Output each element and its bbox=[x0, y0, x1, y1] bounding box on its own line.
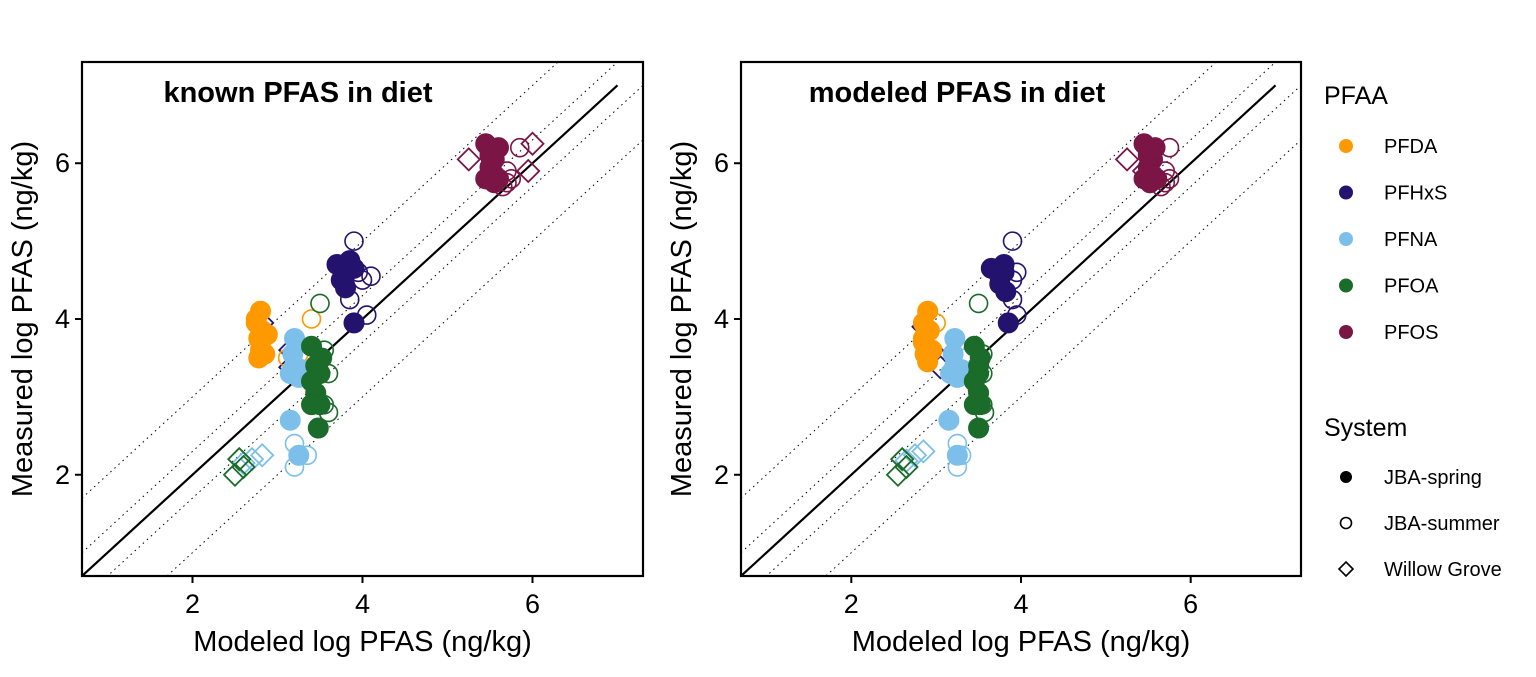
point-pfhxs-jba-spring bbox=[997, 312, 1019, 334]
dotted-offset-line bbox=[106, 84, 643, 576]
point-pfoa-jba-spring bbox=[968, 417, 990, 439]
point-pfos-willow-grove bbox=[456, 147, 482, 172]
point-pfda-jba-spring bbox=[917, 300, 939, 322]
point-pfhxs-jba-summer bbox=[1002, 231, 1023, 251]
legend-title-system: System bbox=[1324, 414, 1407, 442]
legend-key-pfoa bbox=[1339, 278, 1353, 293]
panel-title: modeled PFAS in diet bbox=[809, 77, 1106, 109]
dotted-offset-line bbox=[741, 62, 1217, 499]
x-tick-label: 2 bbox=[185, 589, 200, 619]
legend-key-jba-spring bbox=[1340, 471, 1352, 483]
dotted-offset-line bbox=[825, 139, 1301, 576]
point-pfos-willow-grove bbox=[515, 158, 541, 184]
point-pfos-jba-spring bbox=[1139, 172, 1161, 194]
point-pfoa-willow-grove bbox=[894, 454, 919, 480]
legend-label-pfos: PFOS bbox=[1384, 322, 1438, 344]
x-axis-label: Modeled log PFAS (ng/kg) bbox=[852, 626, 1191, 658]
dotted-offset-line bbox=[166, 139, 643, 576]
point-pfoa-willow-grove bbox=[222, 462, 248, 488]
point-pfos-willow-grove bbox=[1114, 147, 1140, 172]
point-pfda-jba-spring bbox=[256, 324, 278, 346]
y-tick-label: 6 bbox=[714, 148, 729, 178]
point-pfhxs-jba-spring bbox=[343, 257, 365, 279]
point-pfos-jba-summer bbox=[509, 137, 530, 158]
point-pfna-jba-spring bbox=[946, 444, 968, 466]
legend-key-pfhxs bbox=[1339, 185, 1353, 200]
y-tick-label: 2 bbox=[714, 460, 729, 490]
x-tick-label: 4 bbox=[1013, 589, 1028, 619]
point-pfhxs-jba-spring bbox=[993, 261, 1015, 283]
x-tick-label: 4 bbox=[355, 589, 370, 619]
x-tick-label: 2 bbox=[844, 589, 859, 619]
legend-label-pfna: PFNA bbox=[1384, 229, 1438, 251]
point-pfoa-willow-grove bbox=[885, 462, 911, 488]
y-tick-label: 6 bbox=[55, 148, 70, 178]
panel-known-pfas: 2 4 6 2 4 6 known PFAS in diet Modeled log PFAS… bbox=[7, 60, 645, 658]
y-tick-label: 4 bbox=[714, 304, 729, 334]
point-pfoa-jba-summer bbox=[968, 293, 989, 314]
panel-title: known PFAS in diet bbox=[163, 77, 432, 109]
point-pfda-jba-summer bbox=[301, 309, 322, 329]
y-axis-label: Measured log PFAS (ng/kg) bbox=[7, 141, 39, 497]
point-pfhxs-jba-summer bbox=[361, 266, 381, 286]
point-pfoa-jba-spring bbox=[969, 347, 991, 369]
point-pfoa-jba-spring bbox=[309, 394, 331, 416]
point-pfoa-willow-grove bbox=[226, 446, 252, 472]
x-axis-label: Modeled log PFAS (ng/kg) bbox=[193, 626, 532, 658]
point-pfoa-jba-spring bbox=[307, 417, 329, 439]
legend-label-jba-summer: JBA-summer bbox=[1384, 513, 1500, 535]
point-pfna-willow-grove bbox=[239, 446, 265, 472]
y-tick-label: 2 bbox=[55, 460, 70, 490]
legend-label-pfoa: PFOA bbox=[1384, 276, 1439, 298]
legend-key-pfna bbox=[1339, 232, 1353, 246]
dotted-offset-line bbox=[82, 62, 619, 554]
x-tick-label: 6 bbox=[1183, 589, 1198, 619]
y-axis-label: Measured log PFAS (ng/kg) bbox=[666, 141, 698, 497]
legend-label-willow-grove: Willow Grove bbox=[1384, 559, 1502, 581]
point-pfoa-willow-grove bbox=[889, 446, 915, 472]
legend-key-jba-summer bbox=[1339, 516, 1353, 530]
legend: PFAA System PFDA PFHxS PFNA PFOA PFOS JBA-spr… bbox=[1324, 82, 1502, 581]
legend-key-pfos bbox=[1339, 325, 1353, 339]
point-pfna-jba-spring bbox=[279, 409, 301, 431]
point-pfos-willow-grove bbox=[520, 131, 545, 157]
point-pfos-jba-spring bbox=[488, 137, 509, 159]
point-pfna-jba-spring bbox=[938, 409, 960, 431]
point-pfhxs-jba-summer bbox=[344, 231, 364, 251]
point-pfda-jba-spring bbox=[245, 308, 267, 330]
data-points bbox=[222, 131, 545, 488]
point-pfoa-jba-spring bbox=[969, 394, 991, 416]
point-pfos-jba-spring bbox=[1144, 137, 1166, 159]
point-pfoa-willow-grove bbox=[231, 454, 256, 480]
legend-key-willow-grove bbox=[1337, 560, 1355, 578]
data-points bbox=[885, 133, 1180, 488]
point-pfhxs-jba-spring bbox=[343, 312, 365, 334]
point-pfna-jba-spring bbox=[288, 444, 310, 466]
legend-key-pfda bbox=[1339, 139, 1353, 153]
legend-label-pfhxs: PFHxS bbox=[1384, 183, 1447, 205]
point-pfhxs-jba-spring bbox=[335, 277, 356, 299]
legend-label-pfda: PFDA bbox=[1384, 136, 1438, 158]
point-pfda-jba-spring bbox=[918, 320, 940, 342]
dotted-offset-line bbox=[765, 84, 1301, 576]
point-pfna-willow-grove bbox=[249, 443, 275, 468]
y-tick-label: 4 bbox=[55, 304, 70, 334]
point-pfoa-jba-summer bbox=[310, 293, 330, 314]
point-pfoa-jba-spring bbox=[311, 347, 333, 369]
legend-label-jba-spring: JBA-spring bbox=[1384, 467, 1482, 489]
x-tick-label: 6 bbox=[525, 589, 540, 619]
point-pfos-jba-spring bbox=[483, 172, 505, 194]
legend-title-pfaa: PFAA bbox=[1324, 82, 1388, 110]
point-pfna-willow-grove bbox=[911, 439, 936, 464]
panel-modeled-pfas: 2 4 6 2 4 6 modeled PFAS in diet Modeled log PF… bbox=[666, 60, 1303, 658]
dotted-offset-line bbox=[82, 62, 559, 499]
point-pfhxs-jba-spring bbox=[995, 281, 1017, 303]
